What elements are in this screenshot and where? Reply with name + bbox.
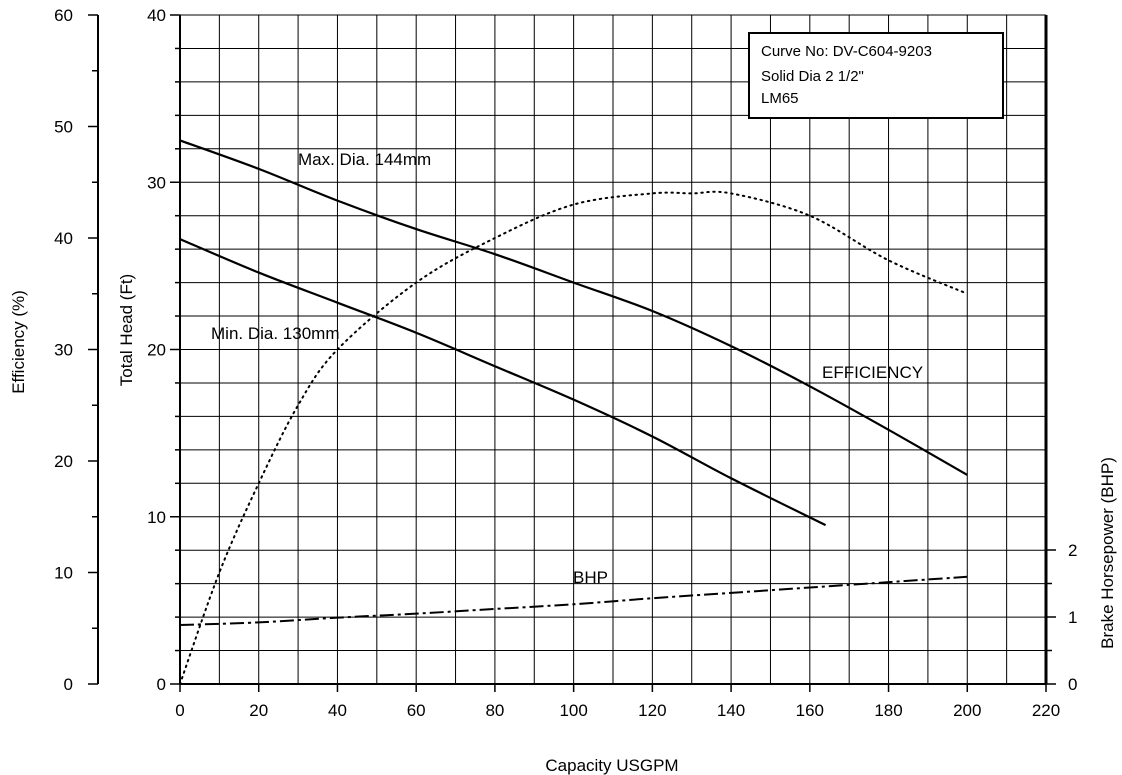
efficiency-tick-label: 40 <box>54 229 73 248</box>
curves <box>179 139 969 685</box>
curve-max-dia-144mm <box>179 139 968 476</box>
head-axis-title: Total Head (Ft) <box>117 274 136 386</box>
x-tick-label: 120 <box>638 701 666 720</box>
bhp-tick-label: 0 <box>1068 675 1077 694</box>
x-tick-label: 140 <box>717 701 745 720</box>
x-tick-label: 60 <box>407 701 426 720</box>
x-axis-title: Capacity USGPM <box>545 756 678 775</box>
bhp-tick-label: 2 <box>1068 541 1077 560</box>
x-tick-label: 40 <box>328 701 347 720</box>
bhp-axis-title: Brake Horsepower (BHP) <box>1098 457 1117 649</box>
x-tick-label: 100 <box>559 701 587 720</box>
x-tick-label: 220 <box>1032 701 1060 720</box>
label-max-dia-144mm: Max. Dia. 144mm <box>298 150 431 169</box>
info-box: Curve No: DV-C604-9203 Solid Dia 2 1/2" … <box>748 32 1004 119</box>
curve-efficiency <box>179 190 969 685</box>
tick-labels: 0 20 40 60 80 100 120 140 160 180 200 2200102030400… <box>54 6 1077 720</box>
efficiency-tick-label: 60 <box>54 6 73 25</box>
head-tick-label: 20 <box>147 341 166 360</box>
curve-labels: Max. Dia. 144mm Min. Dia. 130mm EFFICIENCY… <box>211 150 923 587</box>
head-tick-label: 0 <box>157 675 166 694</box>
efficiency-tick-label: 10 <box>54 564 73 583</box>
x-tick-label: 180 <box>874 701 902 720</box>
curve-min-dia-130mm <box>179 238 827 527</box>
info-line-2: Solid Dia 2 1/2" <box>761 68 864 85</box>
head-tick-label: 40 <box>147 6 166 25</box>
label-efficiency: EFFICIENCY <box>822 363 923 382</box>
info-line-3: LM65 <box>761 90 799 107</box>
head-tick-label: 30 <box>147 173 166 192</box>
label-bhp: BHP <box>573 568 608 587</box>
label-min-dia-130mm: Min. Dia. 130mm <box>211 324 339 343</box>
axes <box>88 14 1056 692</box>
efficiency-tick-label: 30 <box>54 341 73 360</box>
x-tick-label: 20 <box>249 701 268 720</box>
x-tick-label: 200 <box>953 701 981 720</box>
info-line-1: Curve No: DV-C604-9203 <box>761 43 932 60</box>
x-tick-label: 0 <box>175 701 184 720</box>
curve-bhp <box>179 575 968 627</box>
x-tick-label: 80 <box>485 701 504 720</box>
head-tick-label: 10 <box>147 508 166 527</box>
bhp-tick-label: 1 <box>1068 608 1077 627</box>
efficiency-axis-title: Efficiency (%) <box>9 290 28 394</box>
efficiency-tick-label: 0 <box>64 675 73 694</box>
x-tick-label: 160 <box>796 701 824 720</box>
efficiency-tick-label: 20 <box>54 452 73 471</box>
efficiency-tick-label: 50 <box>54 118 73 137</box>
